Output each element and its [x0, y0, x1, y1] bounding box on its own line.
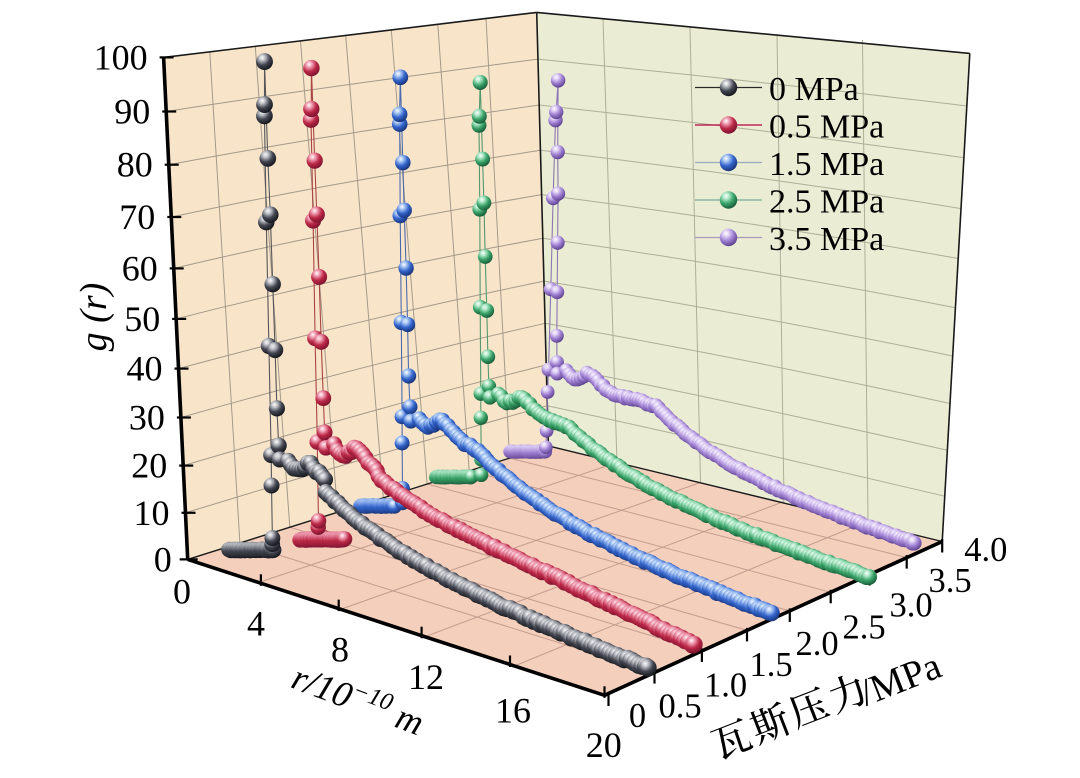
svg-text:20: 20 — [131, 446, 167, 486]
svg-text:1.5: 1.5 — [749, 646, 792, 684]
svg-text:0: 0 — [173, 572, 191, 612]
svg-text:4: 4 — [247, 604, 265, 644]
svg-text:g (r): g (r) — [73, 283, 115, 352]
svg-text:12: 12 — [408, 657, 444, 697]
svg-text:16: 16 — [495, 691, 531, 731]
svg-text:10: 10 — [134, 493, 170, 533]
svg-text:60: 60 — [122, 248, 158, 288]
svg-text:0 MPa: 0 MPa — [769, 71, 859, 108]
svg-text:20: 20 — [586, 725, 622, 765]
svg-text:50: 50 — [124, 299, 160, 339]
svg-text:80: 80 — [117, 145, 153, 185]
svg-text:30: 30 — [129, 398, 165, 438]
svg-text:2.0: 2.0 — [795, 625, 838, 663]
svg-text:70: 70 — [119, 197, 155, 237]
svg-text:2.5: 2.5 — [842, 609, 885, 647]
svg-text:100: 100 — [94, 37, 148, 77]
svg-text:4.0: 4.0 — [964, 531, 1007, 569]
svg-text:40: 40 — [127, 349, 163, 389]
svg-text:0: 0 — [154, 539, 172, 579]
svg-text:1.5 MPa: 1.5 MPa — [769, 146, 884, 183]
svg-text:2.5 MPa: 2.5 MPa — [769, 184, 884, 221]
svg-text:8: 8 — [331, 630, 349, 670]
svg-text:90: 90 — [114, 92, 150, 132]
svg-text:3.0: 3.0 — [889, 587, 932, 625]
svg-text:0: 0 — [629, 697, 646, 735]
svg-text:1.0: 1.0 — [704, 667, 747, 705]
svg-text:0.5: 0.5 — [658, 688, 701, 726]
svg-text:0.5 MPa: 0.5 MPa — [769, 109, 884, 146]
svg-text:3.5: 3.5 — [928, 562, 971, 600]
svg-text:3.5 MPa: 3.5 MPa — [769, 221, 884, 258]
